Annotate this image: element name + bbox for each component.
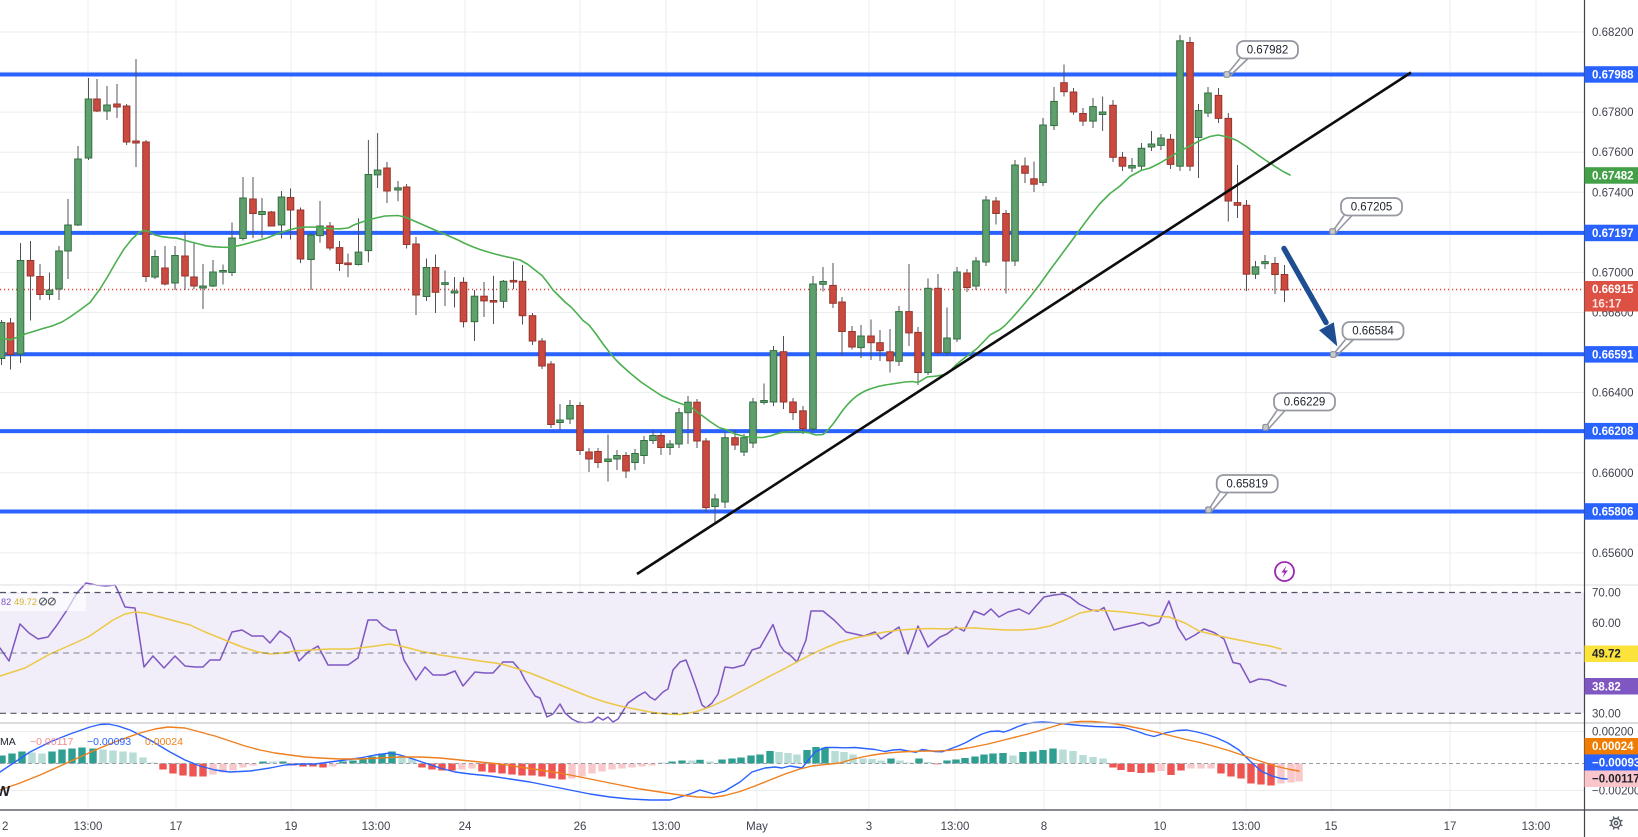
- svg-text:49.72: 49.72: [14, 597, 37, 607]
- svg-text:17: 17: [170, 821, 183, 833]
- svg-text:0.66591: 0.66591: [1592, 349, 1634, 361]
- svg-text:0.00024: 0.00024: [1592, 741, 1634, 753]
- svg-text:0.66229: 0.66229: [1284, 397, 1326, 409]
- svg-text:24: 24: [459, 821, 472, 833]
- svg-text:0.65819: 0.65819: [1226, 479, 1268, 491]
- svg-text:0.65600: 0.65600: [1592, 548, 1634, 560]
- svg-text:13:00: 13:00: [941, 821, 970, 833]
- svg-text:−0.00093: −0.00093: [1592, 758, 1638, 770]
- svg-text:15: 15: [1325, 821, 1338, 833]
- svg-text:10: 10: [1154, 821, 1167, 833]
- svg-text:13:00: 13:00: [1522, 821, 1551, 833]
- svg-text:0.67800: 0.67800: [1592, 107, 1634, 119]
- svg-text:16:17: 16:17: [1592, 299, 1621, 311]
- svg-text:0.66400: 0.66400: [1592, 388, 1634, 400]
- svg-text:26: 26: [574, 821, 587, 833]
- svg-text:−0.00117: −0.00117: [1592, 774, 1638, 786]
- svg-text:0.67482: 0.67482: [1592, 171, 1634, 183]
- svg-text:2: 2: [2, 821, 8, 833]
- svg-text:0.66584: 0.66584: [1352, 326, 1394, 338]
- svg-text:W: W: [0, 783, 11, 800]
- svg-text:0.66000: 0.66000: [1592, 468, 1634, 480]
- svg-text:30.00: 30.00: [1592, 708, 1621, 720]
- svg-text:82: 82: [1, 597, 11, 607]
- svg-text:0.67600: 0.67600: [1592, 147, 1634, 159]
- svg-text:0.00024: 0.00024: [145, 736, 183, 748]
- svg-text:0.66208: 0.66208: [1592, 426, 1634, 438]
- svg-text:0.67400: 0.67400: [1592, 187, 1634, 199]
- svg-text:0.67000: 0.67000: [1592, 267, 1634, 279]
- svg-text:0.67988: 0.67988: [1592, 70, 1634, 82]
- svg-text:13:00: 13:00: [652, 821, 681, 833]
- svg-text:0.67197: 0.67197: [1592, 228, 1634, 240]
- svg-text:−0.00093: −0.00093: [87, 736, 131, 748]
- svg-text:13:00: 13:00: [1232, 821, 1261, 833]
- svg-text:70.00: 70.00: [1592, 588, 1621, 600]
- svg-text:13:00: 13:00: [74, 821, 103, 833]
- svg-text:0.67982: 0.67982: [1247, 45, 1289, 57]
- svg-text:0.65806: 0.65806: [1592, 507, 1634, 519]
- svg-text:13:00: 13:00: [362, 821, 391, 833]
- svg-text:49.72: 49.72: [1592, 649, 1621, 661]
- svg-text:0.66915: 0.66915: [1592, 284, 1634, 296]
- svg-text:May: May: [746, 821, 768, 833]
- svg-text:−0.00117: −0.00117: [30, 736, 73, 748]
- svg-text:17: 17: [1444, 821, 1457, 833]
- svg-text:0.68200: 0.68200: [1592, 27, 1634, 39]
- svg-text:MA: MA: [0, 736, 16, 748]
- svg-text:3: 3: [866, 821, 872, 833]
- svg-text:19: 19: [285, 821, 298, 833]
- svg-text:0.67205: 0.67205: [1351, 202, 1393, 214]
- svg-text:−0.00200: −0.00200: [1592, 786, 1638, 798]
- svg-text:0.00200: 0.00200: [1592, 727, 1634, 739]
- svg-text:60.00: 60.00: [1592, 618, 1621, 630]
- svg-text:38.82: 38.82: [1592, 681, 1621, 693]
- svg-text:8: 8: [1041, 821, 1047, 833]
